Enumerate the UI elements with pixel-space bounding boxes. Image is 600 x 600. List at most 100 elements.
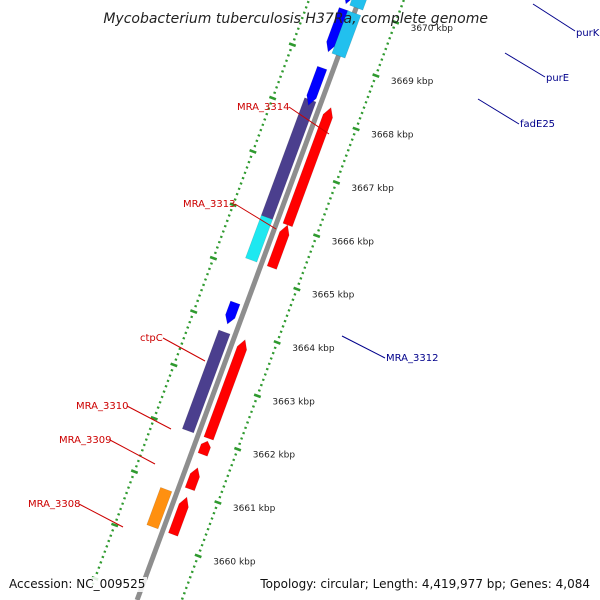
minor-tick	[257, 134, 261, 137]
feature-purK-cds[interactable]	[344, 0, 374, 5]
feature-ctpC-gene[interactable]	[181, 329, 231, 434]
minor-tick	[240, 437, 244, 440]
major-tick	[189, 309, 198, 315]
minor-tick	[162, 390, 166, 393]
minor-tick	[99, 561, 103, 564]
minor-tick	[184, 586, 188, 590]
feature-MRA_3313-cds[interactable]	[266, 224, 290, 270]
gene-label-ctpC[interactable]: ctpC	[140, 333, 163, 344]
feature-MRA_3308-cds[interactable]	[168, 496, 189, 537]
major-tick	[288, 42, 297, 48]
minor-tick	[263, 118, 267, 121]
minor-tick	[352, 132, 356, 136]
minor-tick	[292, 38, 296, 41]
major-tick	[229, 202, 237, 208]
minor-tick	[291, 298, 295, 302]
gene-label-MRA_3308[interactable]: MRA_3308	[28, 499, 80, 510]
feature-MRA_3313-gene[interactable]	[245, 214, 273, 263]
minor-tick	[402, 0, 405, 3]
minor-tick	[287, 309, 291, 312]
gene-label-purK[interactable]: purK	[576, 28, 600, 39]
minor-tick	[319, 223, 323, 227]
feature-purE-gene[interactable]	[331, 10, 362, 59]
minor-tick	[285, 314, 289, 318]
minor-tick	[209, 262, 213, 265]
minor-tick	[299, 277, 303, 280]
feature-purE-cds[interactable]	[326, 7, 349, 53]
minor-tick	[166, 379, 170, 383]
minor-tick	[206, 272, 209, 276]
scale-label: 3668 kbp	[371, 131, 414, 141]
minor-tick	[325, 207, 328, 211]
minor-tick	[364, 100, 368, 104]
minor-tick	[356, 122, 360, 126]
minor-tick	[242, 431, 246, 435]
minor-tick	[265, 112, 269, 116]
feature-fadE25-cds[interactable]	[306, 65, 328, 106]
gene-label-MRA_3309[interactable]: MRA_3309	[59, 435, 111, 446]
feature-MRA_3312-cds[interactable]	[225, 300, 241, 325]
gene-label-purE[interactable]: purE	[546, 73, 569, 84]
minor-tick	[390, 31, 394, 35]
minor-tick	[192, 565, 196, 568]
feature-MRA_3309-cds[interactable]	[184, 467, 200, 492]
major-tick	[233, 446, 242, 452]
minor-tick	[313, 239, 317, 243]
minor-tick	[255, 139, 259, 143]
minor-tick	[279, 330, 283, 334]
minor-tick	[338, 170, 342, 174]
minor-tick	[180, 597, 184, 600]
feature-ctpC-cds[interactable]	[203, 339, 248, 441]
minor-tick	[237, 187, 241, 191]
minor-tick	[210, 517, 214, 520]
minor-tick	[376, 68, 380, 72]
minor-tick	[178, 347, 182, 351]
minor-tick	[194, 559, 198, 563]
feature-MRA_3310-cds[interactable]	[197, 440, 211, 457]
minor-tick	[304, 6, 308, 9]
minor-tick	[109, 534, 113, 538]
minor-tick	[392, 26, 396, 29]
gene-label-MRA_3310[interactable]: MRA_3310	[76, 401, 128, 412]
minor-tick	[370, 84, 374, 88]
gene-labels: MRA_3308 MRA_3309 MRA_3310 ctpC MRA_3312 MRA_…	[28, 3, 600, 528]
minor-tick	[251, 405, 255, 408]
scale-label: 3662 kbp	[253, 451, 296, 461]
gene-label-fadE25[interactable]: fadE25	[520, 119, 555, 130]
feature-purK-gene[interactable]	[349, 0, 387, 11]
feature-MRA_3314-cds[interactable]	[282, 107, 333, 228]
leader-line-purK	[532, 3, 576, 32]
minor-tick	[311, 245, 315, 248]
minor-tick	[360, 111, 364, 115]
major-tick	[249, 148, 257, 154]
minor-tick	[306, 0, 310, 4]
minor-tick	[253, 144, 257, 148]
minor-tick	[288, 48, 292, 52]
minor-tick	[204, 533, 208, 536]
minor-tick	[95, 571, 99, 575]
leader-line-MRA_3314	[288, 106, 330, 135]
feature-MRA_3308-gene[interactable]	[146, 487, 173, 530]
minor-tick	[253, 399, 257, 403]
scale-label: 3660 kbp	[213, 557, 256, 567]
gene-label-MRA_3314[interactable]: MRA_3314	[237, 102, 289, 113]
minor-tick	[362, 106, 366, 110]
major-tick	[110, 522, 119, 528]
minor-tick	[146, 432, 150, 436]
minor-tick	[261, 378, 265, 382]
minor-tick	[301, 271, 305, 275]
minor-tick	[302, 11, 306, 15]
minor-tick	[182, 591, 186, 595]
minor-tick	[182, 336, 186, 340]
minor-tick	[148, 427, 152, 431]
minor-tick	[358, 116, 362, 120]
minor-tick	[207, 267, 211, 271]
minor-tick	[400, 4, 404, 8]
gene-label-MRA_3312[interactable]: MRA_3312	[386, 353, 438, 364]
minor-tick	[303, 266, 307, 270]
minor-tick	[202, 538, 206, 542]
minor-tick	[241, 176, 245, 180]
gene-label-MRA_3313[interactable]: MRA_3313	[183, 199, 235, 210]
minor-tick	[160, 395, 164, 399]
minor-tick	[230, 463, 234, 467]
